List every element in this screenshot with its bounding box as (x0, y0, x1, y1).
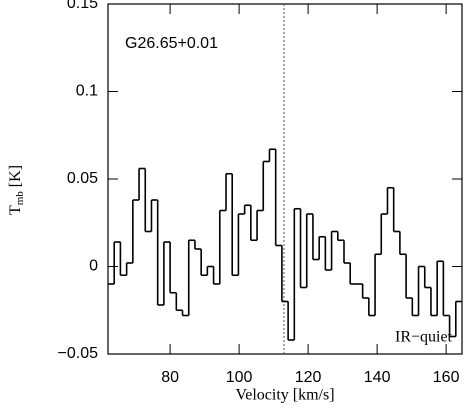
x-axis-title: Velocity [km/s] (235, 387, 334, 404)
x-tick-label: 160 (433, 369, 460, 386)
y-tick-label: −0.05 (58, 345, 99, 362)
x-tick-label: 120 (295, 369, 322, 386)
y-axis-symbol: T (7, 205, 24, 215)
y-tick-label: 0.1 (76, 83, 98, 100)
y-tick-label: 0.15 (67, 0, 98, 12)
y-axis-subscript: mb (14, 191, 26, 206)
source-label: G26.65+0.01 (125, 35, 218, 52)
x-tick-label: 140 (364, 369, 391, 386)
x-tick-label: 80 (161, 369, 179, 386)
class-label: IR−quiet (395, 329, 453, 346)
y-tick-label: 0 (89, 258, 98, 275)
y-tick-label: 0.05 (67, 170, 98, 187)
y-axis-unit: [K] (7, 165, 24, 187)
x-tick-label: 100 (226, 369, 253, 386)
y-axis-title: Tmb [K] (7, 165, 26, 215)
